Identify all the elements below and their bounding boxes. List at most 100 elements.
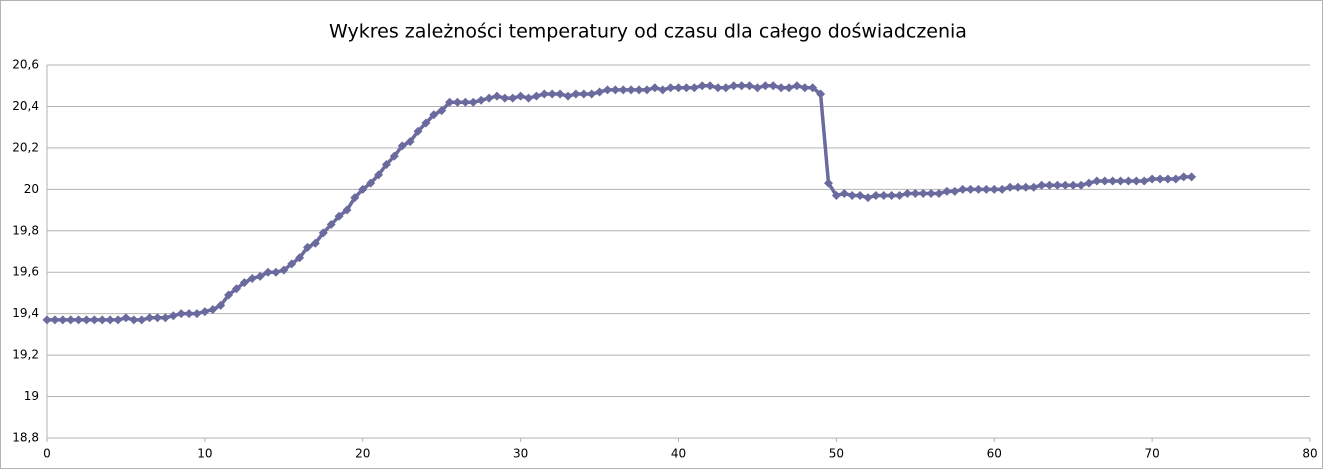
marker xyxy=(279,265,289,275)
marker xyxy=(602,85,612,95)
marker xyxy=(74,315,84,325)
x-tick-label: 40 xyxy=(671,447,686,461)
marker xyxy=(397,141,407,151)
marker xyxy=(989,184,999,194)
marker xyxy=(934,188,944,198)
marker xyxy=(310,238,320,248)
marker xyxy=(516,91,526,101)
marker xyxy=(287,259,297,269)
marker xyxy=(484,93,494,103)
marker xyxy=(413,126,423,136)
marker xyxy=(587,89,597,99)
marker xyxy=(879,191,889,201)
marker xyxy=(942,186,952,196)
marker xyxy=(208,305,218,315)
chart-title: Wykres zależności temperatury od czasu d… xyxy=(329,21,967,43)
marker xyxy=(563,91,573,101)
marker xyxy=(902,188,912,198)
marker xyxy=(713,83,723,93)
marker xyxy=(895,191,905,201)
marker xyxy=(1076,180,1086,190)
marker xyxy=(666,83,676,93)
marker xyxy=(950,186,960,196)
marker xyxy=(153,313,163,323)
marker xyxy=(263,267,273,277)
marker xyxy=(918,188,928,198)
marker xyxy=(966,184,976,194)
marker xyxy=(374,170,384,180)
marker xyxy=(610,85,620,95)
x-tick-label: 60 xyxy=(987,447,1002,461)
marker xyxy=(429,110,439,120)
marker xyxy=(524,93,534,103)
marker xyxy=(476,95,486,105)
marker xyxy=(760,81,770,91)
y-tick-label: 20,2 xyxy=(12,140,39,154)
marker xyxy=(926,188,936,198)
marker xyxy=(389,151,399,161)
marker xyxy=(1108,176,1118,186)
marker xyxy=(697,81,707,91)
marker xyxy=(81,315,91,325)
marker xyxy=(1179,172,1189,182)
marker xyxy=(445,97,455,107)
marker xyxy=(1163,174,1173,184)
y-tick-label: 19 xyxy=(24,389,39,403)
marker xyxy=(1084,178,1094,188)
marker xyxy=(642,85,652,95)
marker xyxy=(1092,176,1102,186)
y-tick-label: 20,4 xyxy=(12,99,39,113)
marker xyxy=(1021,182,1031,192)
marker xyxy=(618,85,628,95)
marker xyxy=(997,184,1007,194)
marker xyxy=(776,83,786,93)
x-tick-label: 30 xyxy=(513,447,528,461)
y-tick-label: 18,8 xyxy=(12,431,39,445)
marker xyxy=(168,311,178,321)
marker xyxy=(334,211,344,221)
marker xyxy=(1139,176,1149,186)
marker xyxy=(1045,180,1055,190)
x-tick-label: 20 xyxy=(355,447,370,461)
marker xyxy=(808,83,818,93)
marker xyxy=(452,97,462,107)
marker xyxy=(271,267,281,277)
marker xyxy=(421,118,431,128)
marker xyxy=(650,83,660,93)
marker xyxy=(381,159,391,169)
marker xyxy=(66,315,76,325)
marker xyxy=(871,191,881,201)
marker xyxy=(816,89,826,99)
marker xyxy=(547,89,557,99)
marker xyxy=(634,85,644,95)
marker xyxy=(1068,180,1078,190)
marker xyxy=(113,315,123,325)
marker xyxy=(863,193,873,203)
marker xyxy=(855,191,865,201)
marker xyxy=(973,184,983,194)
y-tick-label: 19,8 xyxy=(12,223,39,237)
marker xyxy=(658,85,668,95)
marker xyxy=(1037,180,1047,190)
marker xyxy=(239,278,249,288)
marker xyxy=(508,93,518,103)
marker xyxy=(910,188,920,198)
marker xyxy=(247,273,257,283)
marker xyxy=(737,81,747,91)
marker xyxy=(1131,176,1141,186)
marker xyxy=(255,271,265,281)
marker xyxy=(729,81,739,91)
marker xyxy=(1052,180,1062,190)
y-tick-label: 19,6 xyxy=(12,265,39,279)
marker xyxy=(792,81,802,91)
marker xyxy=(42,315,52,325)
marker xyxy=(1187,172,1197,182)
marker xyxy=(745,81,755,91)
marker xyxy=(160,313,170,323)
marker xyxy=(358,184,368,194)
marker xyxy=(1155,174,1165,184)
marker xyxy=(326,220,336,230)
